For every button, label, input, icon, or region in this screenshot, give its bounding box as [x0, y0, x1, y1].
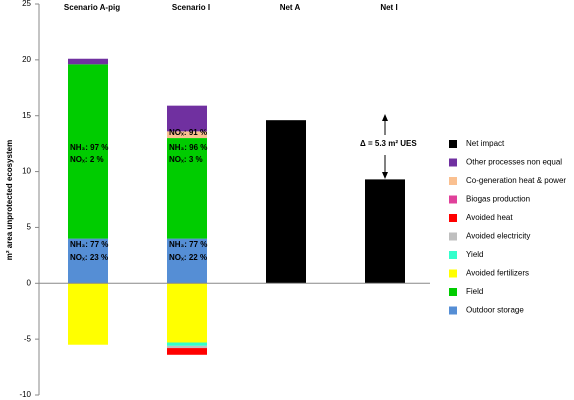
y-tick-label: 25 [22, 0, 31, 8]
legend-label: Other processes non equal [466, 158, 562, 167]
annotation: NOₓ: 3 % [169, 155, 203, 164]
bar-segment [167, 348, 207, 355]
legend-swatch [449, 232, 457, 241]
x-tick-label: Net I [380, 3, 397, 12]
y-axis-label: m² area unprotected ecosystem [5, 140, 14, 261]
annotation: NOₓ: 91 % [169, 128, 207, 137]
bar-segment [167, 345, 207, 349]
bar-segment [167, 138, 207, 239]
legend-swatch [449, 195, 457, 204]
x-tick-label: Net A [280, 3, 301, 12]
annotation: Δ = 5.3 m² UES [360, 139, 417, 148]
legend-label: Outdoor storage [466, 306, 524, 315]
bar-segment [68, 238, 108, 284]
arrow-head [382, 114, 388, 121]
bar-segment [167, 238, 207, 284]
legend-label: Co-generation heat & power [466, 176, 566, 185]
legend-swatch [449, 306, 457, 315]
x-tick-label: Scenario I [172, 3, 210, 12]
annotation: NOₓ: 2 % [70, 155, 104, 164]
legend-label: Avoided fertilizers [466, 269, 529, 278]
legend-swatch [449, 269, 457, 278]
legend-label: Yield [466, 250, 484, 259]
annotation: NOₓ: 22 % [169, 253, 207, 262]
y-tick-label: 0 [27, 278, 32, 287]
arrow-head [382, 172, 388, 179]
bar-segment [167, 131, 207, 139]
legend-swatch [449, 140, 457, 148]
annotation: NOₓ: 23 % [70, 253, 108, 262]
legend-swatch [449, 177, 457, 185]
y-tick-label: 5 [27, 223, 32, 232]
y-tick-label: -10 [19, 390, 31, 399]
legend-label: Avoided heat [466, 213, 513, 222]
y-tick-label: -5 [24, 334, 32, 343]
bar-segment [68, 283, 108, 345]
x-tick-label: Scenario A-pig [64, 3, 120, 12]
legend-label: Net impact [466, 139, 505, 148]
bar-segment [365, 179, 405, 284]
annotation: NH₃: 77 % [169, 240, 207, 249]
annotation: NH₃: 77 % [70, 240, 108, 249]
legend-label: Field [466, 287, 483, 296]
annotation: NH₃: 96 % [169, 143, 207, 152]
bar-segment [266, 120, 306, 284]
bar-segment [68, 64, 108, 239]
legend-label: Avoided electricity [466, 232, 530, 241]
legend-swatch [449, 158, 457, 167]
legend-swatch [449, 251, 457, 259]
bar-segment [167, 342, 207, 346]
y-tick-label: 15 [22, 111, 31, 120]
bar-segment [167, 105, 207, 132]
bar-segment [167, 283, 207, 343]
legend-swatch [449, 214, 457, 222]
y-tick-label: 10 [22, 167, 31, 176]
y-tick-label: 20 [22, 55, 31, 64]
annotation: NH₃: 97 % [70, 143, 108, 152]
legend-swatch [449, 288, 457, 296]
bar-segment [68, 58, 108, 65]
legend-label: Biogas production [466, 195, 530, 204]
